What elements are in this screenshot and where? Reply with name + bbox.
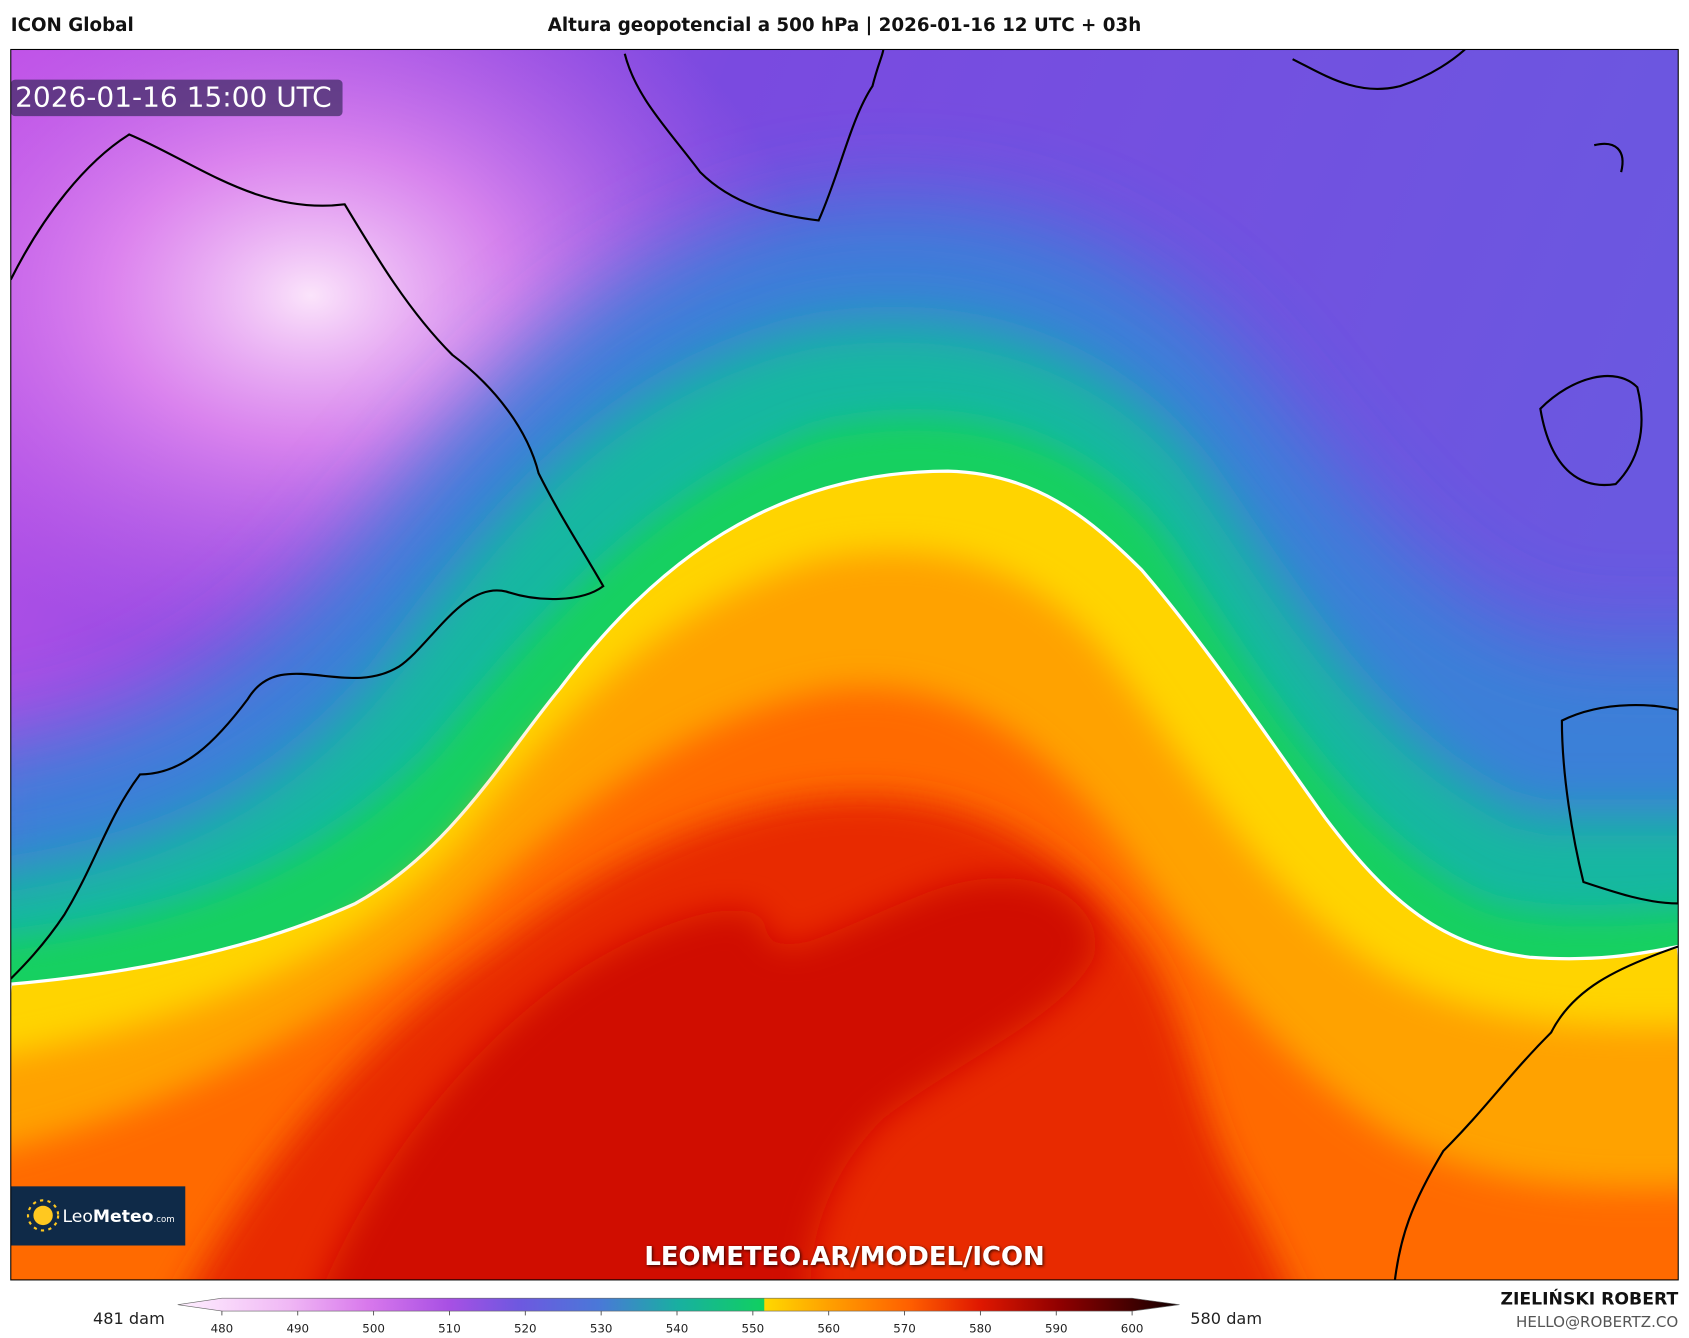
ridge-core: [325, 877, 1099, 1280]
map: 2026-01-16 15:00 UTC LEOMETEO.AR/MODEL/I…: [10, 49, 1679, 1280]
timestamp: 2026-01-16 15:00 UTC: [15, 81, 332, 114]
logo-suffix: .com: [154, 1215, 175, 1225]
logo-bold: Meteo: [93, 1207, 154, 1227]
colorbar-tick-label: 480: [211, 1322, 234, 1336]
coastlines: [10, 49, 1679, 1280]
logo-sun: [33, 1205, 53, 1226]
logo-light: Leo: [62, 1207, 92, 1227]
colorbar-tick-label: 490: [286, 1322, 309, 1336]
colorbar-min-label: 481 dam: [93, 1309, 165, 1328]
colorbar-tick-label: 520: [514, 1322, 537, 1336]
colorbar-tick-label: 510: [438, 1322, 461, 1336]
colorbar-tick-label: 570: [893, 1322, 916, 1336]
colorbar-tick-label: 530: [590, 1322, 613, 1336]
colorbar-tick-label: 590: [1045, 1322, 1068, 1336]
logo-text: LeoMeteo.com: [62, 1207, 174, 1227]
logo: LeoMeteo.com: [10, 1186, 186, 1246]
colorbar-scale: [177, 1297, 1180, 1312]
colorbar-tick-label: 550: [742, 1322, 765, 1336]
colorbar-tick-label: 600: [1121, 1322, 1144, 1336]
author: ZIELIŃSKI ROBERT: [1500, 1288, 1678, 1310]
colorbar-tick-label: 540: [666, 1322, 689, 1336]
colorbar-tick-label: 500: [362, 1322, 385, 1336]
colorbar: 481 dam 580 dam 480 490 500 510 520 530 540 550…: [93, 1297, 1262, 1336]
colorbar-tick-label: 580: [969, 1322, 992, 1336]
colorbar-max-label: 580 dam: [1190, 1309, 1262, 1328]
logo-rays: [26, 1199, 60, 1232]
model-name: ICON Global: [11, 15, 134, 36]
colorbar-tick-label: 560: [817, 1322, 840, 1336]
map-frame: [10, 48, 1679, 1281]
timestamp-badge: [10, 79, 343, 117]
watermark: LEOMETEO.AR/MODEL/ICON: [644, 1242, 1044, 1272]
map-title: Altura geopotencial a 500 hPa | 2026-01-…: [548, 15, 1141, 36]
contact: HELLO@ROBERTZ.CO: [1516, 1313, 1678, 1331]
